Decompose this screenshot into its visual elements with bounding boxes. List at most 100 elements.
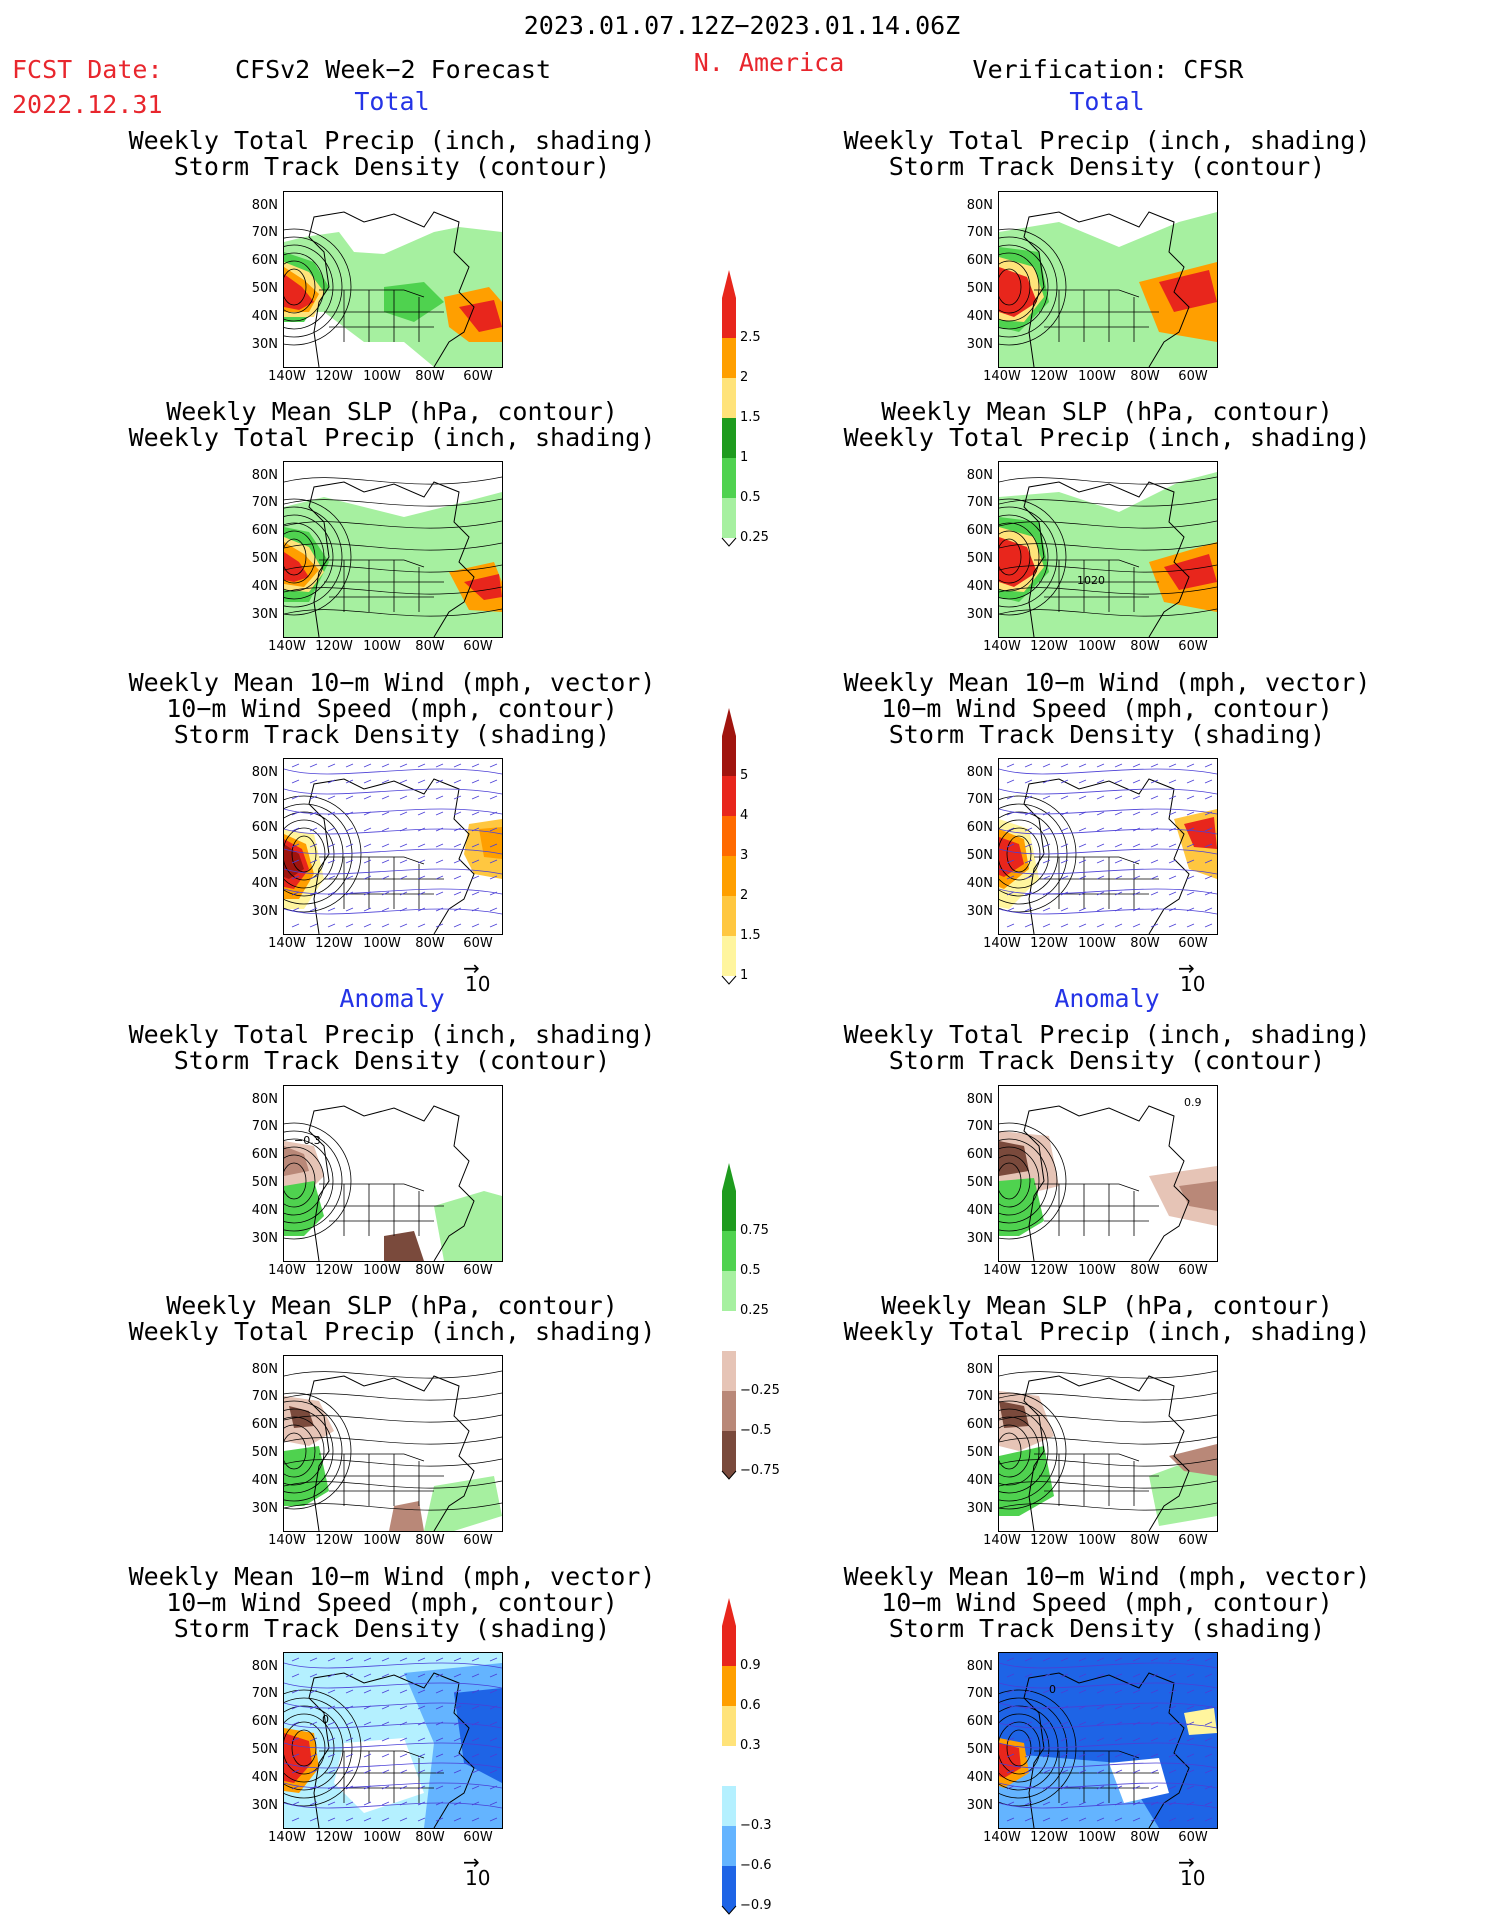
wind-vector (1006, 1817, 1015, 1822)
wind-vector (363, 1721, 372, 1726)
wind-vector (1078, 1705, 1087, 1710)
wind-vector (1060, 795, 1069, 800)
wind-vector (345, 1753, 354, 1758)
colorbar-tick-label: 2 (740, 370, 749, 385)
wind-vector (1042, 763, 1051, 768)
wind-vector (309, 763, 318, 768)
wind-vector (435, 1689, 444, 1694)
wind-vector (291, 1705, 300, 1710)
wind-vector (1024, 811, 1033, 816)
wind-vector (381, 1801, 390, 1806)
slp-contour (284, 1370, 502, 1379)
wind-vector (1078, 1689, 1087, 1694)
wind-vector (381, 811, 390, 816)
forecast-total-precip-caption-line: Weekly Total Precip (inch, shading) (128, 126, 656, 155)
wind-vector (1006, 763, 1015, 768)
latitude-tick-label: 50N (966, 1175, 993, 1190)
colorbar-tick-label: 1 (740, 968, 749, 983)
wind-vector (291, 923, 300, 928)
wind-vector (1042, 907, 1051, 912)
wind-vector (1006, 1689, 1015, 1694)
vector-reference-arrow: → (1178, 956, 1195, 980)
longitude-tick-label: 120W (1030, 1830, 1068, 1845)
wind-vector (1168, 795, 1177, 800)
wind-vector (1024, 1657, 1033, 1662)
wind-vector (381, 843, 390, 848)
wind-vector (453, 907, 462, 912)
colorbar-tick-label: 1.5 (740, 410, 761, 425)
wind-speed-contour (999, 848, 1217, 855)
wind-vector (1096, 1657, 1105, 1662)
colorbar-cap-top (722, 1163, 736, 1191)
colorbar-segment (722, 1191, 736, 1231)
forecast-anom-aprecip2-caption-line: Weekly Total Precip (inch, shading) (128, 1317, 656, 1346)
wind-vector (399, 811, 408, 816)
longitude-tick-label: 60W (1178, 1533, 1208, 1548)
forecast-total-wind-caption-line: Weekly Mean 10−m Wind (mph, vector) (128, 668, 656, 697)
longitude-tick-label: 100W (363, 1533, 401, 1548)
vector-reference-arrow: → (463, 1850, 480, 1874)
latitude-tick-label: 30N (251, 1231, 278, 1246)
wind-vector (489, 1753, 498, 1758)
wind-speed-contour (999, 1802, 1217, 1809)
section-anomaly-left: Anomaly (339, 984, 445, 1013)
contour-line (999, 1138, 1049, 1224)
latitude-tick-label: 40N (251, 876, 278, 891)
wind-vector (1078, 891, 1087, 896)
wind-vector (435, 1657, 444, 1662)
colorbar-segment (722, 1431, 736, 1471)
slp-contour (999, 1370, 1217, 1379)
state-borders (319, 1750, 444, 1803)
wind-speed-contour (284, 888, 502, 895)
wind-vector (1006, 1769, 1015, 1774)
contour-line (999, 252, 1040, 322)
wind-vector (1096, 1721, 1105, 1726)
wind-vector (381, 795, 390, 800)
wind-vector (453, 859, 462, 864)
latitude-tick-label: 60N (251, 1714, 278, 1729)
section-total-right: Total (1069, 87, 1145, 116)
colorbar-tick-label: −0.3 (740, 1818, 772, 1833)
wind-speed-contour (999, 888, 1217, 895)
wind-vector (345, 1657, 354, 1662)
wind-vector (1096, 779, 1105, 784)
state-borders (319, 856, 444, 909)
latitude-tick-label: 70N (966, 792, 993, 807)
wind-vector (399, 1817, 408, 1822)
latitude-tick-label: 50N (966, 1742, 993, 1757)
wind-vector (363, 1689, 372, 1694)
colorbar-segment (722, 1231, 736, 1271)
wind-vector (435, 907, 444, 912)
wind-speed-contour (284, 1742, 502, 1749)
wind-vector (399, 779, 408, 784)
longitude-tick-label: 80W (415, 1533, 445, 1548)
colorbar-tick-label: 0.6 (740, 1698, 761, 1713)
colorbar-tick-label: 1.5 (740, 928, 761, 943)
wind-vector (1006, 1801, 1015, 1806)
latitude-tick-label: 70N (251, 1686, 278, 1701)
verification-anom-aprecip2-map (998, 1355, 1218, 1532)
wind-vector (1132, 1753, 1141, 1758)
state-borders (1034, 559, 1159, 612)
wind-vector (1186, 891, 1195, 896)
wind-vector (1114, 763, 1123, 768)
wind-vector (1006, 827, 1015, 832)
longitude-tick-label: 100W (363, 936, 401, 951)
longitude-tick-label: 140W (268, 936, 306, 951)
wind-vector (489, 1801, 498, 1806)
latitude-tick-label: 80N (251, 1362, 278, 1377)
latitude-tick-label: 70N (966, 1389, 993, 1404)
vector-reference-label: 10 (1180, 1866, 1206, 1890)
latitude-tick-label: 30N (966, 607, 993, 622)
wind-vector (291, 907, 300, 912)
wind-vector (1024, 1673, 1033, 1678)
wind-speed-contour (284, 788, 502, 795)
wind-vector (363, 875, 372, 880)
longitude-tick-label: 120W (315, 639, 353, 654)
wind-vector (417, 1657, 426, 1662)
contour-line (999, 1424, 1031, 1478)
wind-vector (363, 923, 372, 928)
longitude-tick-label: 140W (983, 1533, 1021, 1548)
wind-vector (417, 1817, 426, 1822)
colorbar-tick-label: 2 (740, 888, 749, 903)
